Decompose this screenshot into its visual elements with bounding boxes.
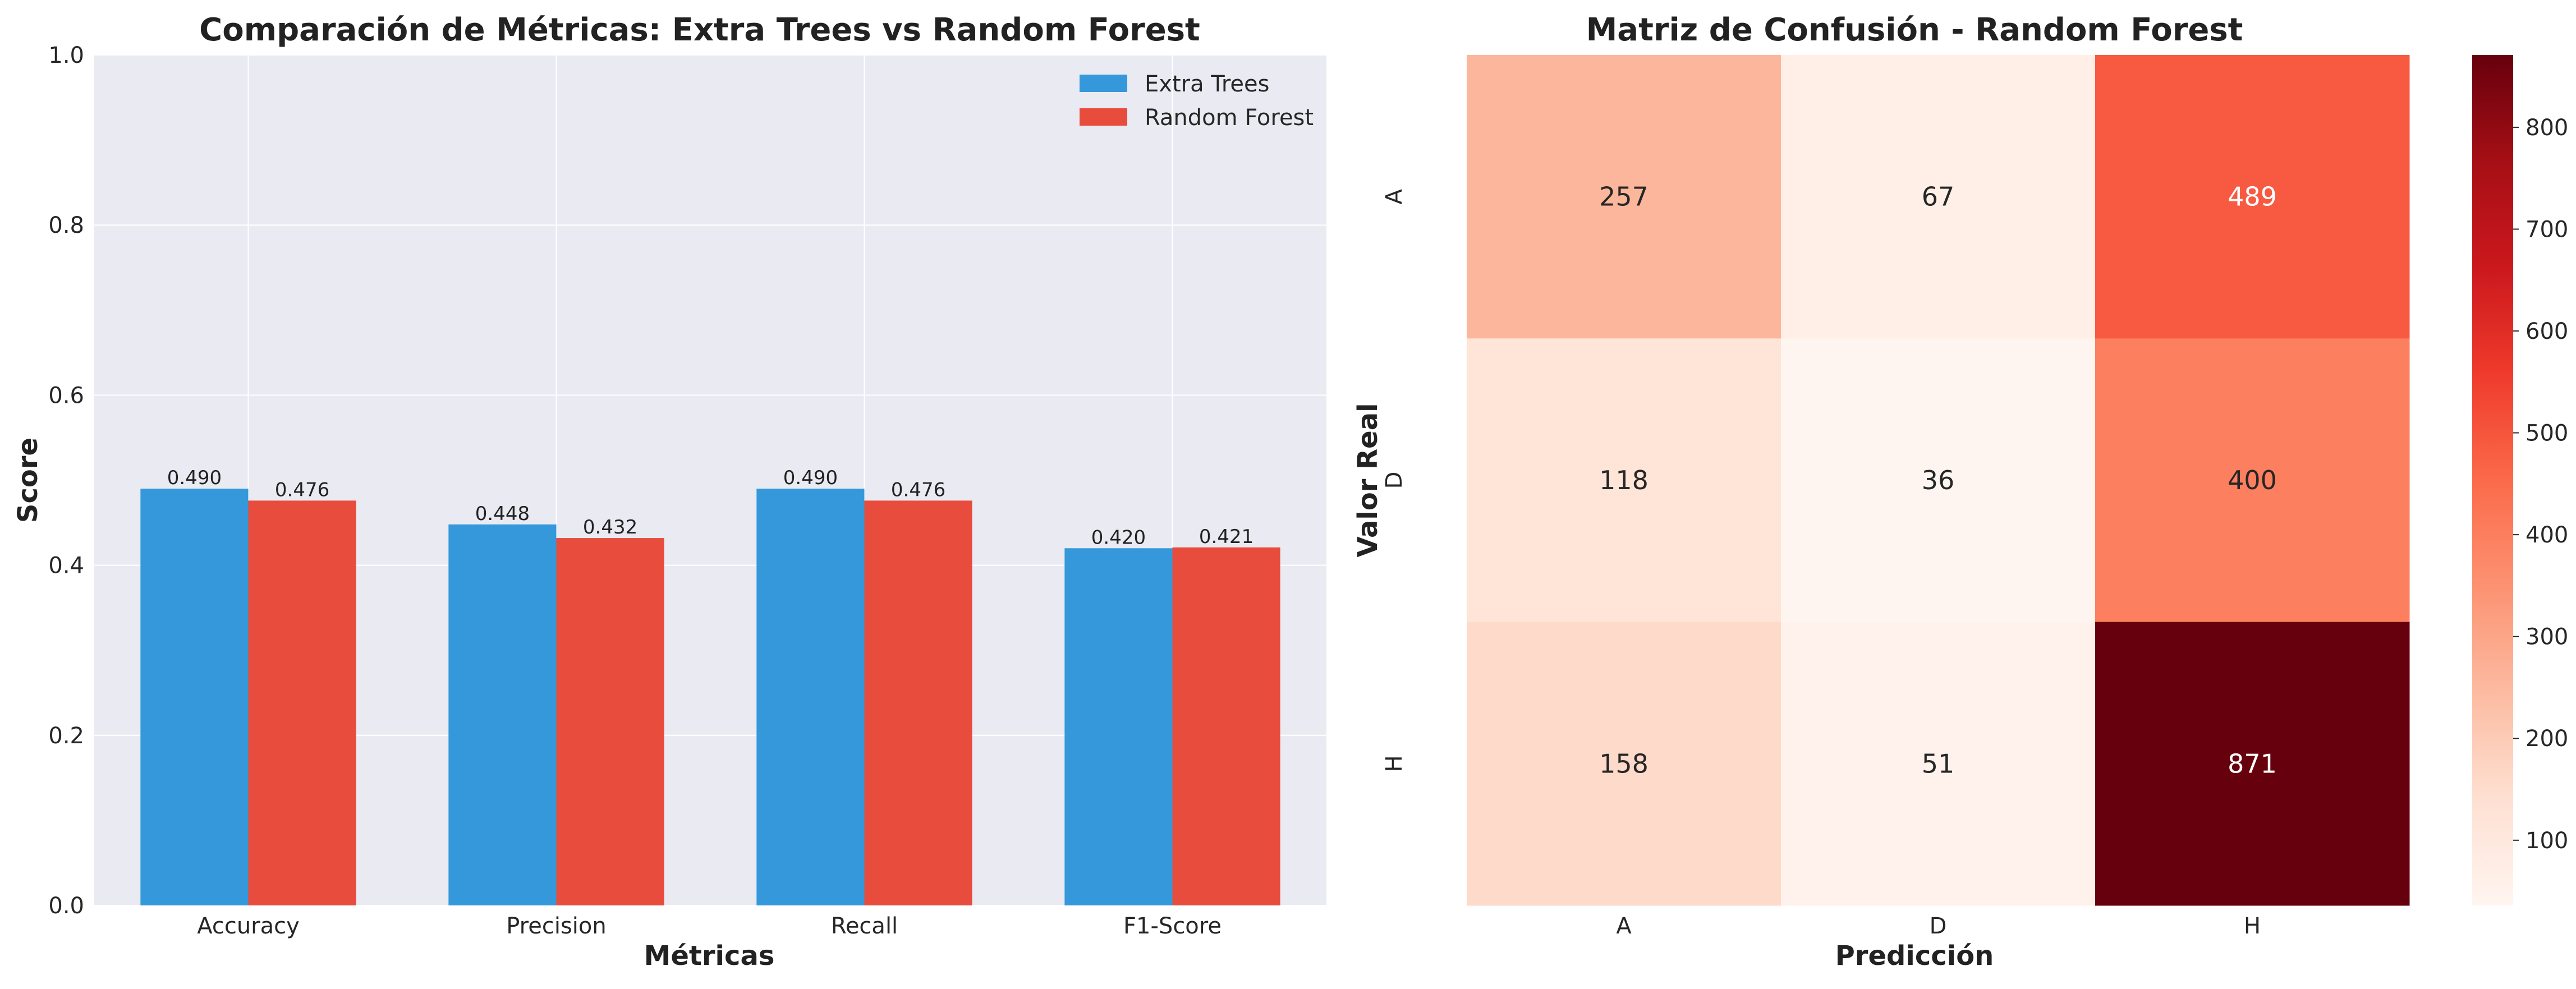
heatmap-cell-d-a bbox=[1467, 338, 1781, 623]
bar-value-label: 0.476 bbox=[891, 479, 945, 501]
y-tick-label: 0.6 bbox=[48, 383, 84, 408]
colorbar-tick-label: 200 bbox=[2526, 726, 2568, 752]
bar-random-forest-accuracy bbox=[248, 500, 356, 905]
bar-random-forest-precision bbox=[556, 538, 664, 905]
bar-value-label: 0.448 bbox=[475, 503, 530, 525]
heatmap-cell-h-a bbox=[1467, 622, 1781, 906]
colorbar-ticks: 100 200 300 400 500 600 700 800 bbox=[2513, 115, 2568, 854]
x-tick-label: Precision bbox=[506, 913, 606, 939]
heatmap-cell-value: 489 bbox=[2228, 182, 2277, 212]
bar-chart-title: Comparación de Métricas: Extra Trees vs … bbox=[199, 12, 1200, 48]
heatmap-cell-value: 118 bbox=[1599, 465, 1649, 495]
bar-data-labels: 0.490 0.448 0.490 0.420 0.476 0.432 0.476 0.421 bbox=[167, 467, 1253, 549]
bar-random-forest-recall bbox=[864, 500, 972, 905]
heatmap-cell-a-d bbox=[1781, 55, 2096, 339]
bar-extra-trees-precision bbox=[448, 524, 557, 905]
heatmap-cell-values: 257 67 489 118 36 400 158 51 871 bbox=[1599, 182, 2277, 779]
heatmap-cell-value: 51 bbox=[1922, 748, 1955, 779]
bar-extra-trees-f1-score bbox=[1064, 548, 1173, 905]
heatmap-y-tick-label: H bbox=[1381, 755, 1407, 772]
heatmap-y-tick-label: A bbox=[1381, 188, 1407, 204]
heatmap-title: Matriz de Confusión - Random Forest bbox=[1586, 12, 2243, 48]
bar-value-label: 0.420 bbox=[1091, 526, 1146, 549]
bar-value-label: 0.490 bbox=[167, 467, 222, 489]
bar-x-axis-label: Métricas bbox=[644, 940, 775, 972]
legend-swatch-extra-trees bbox=[1080, 75, 1127, 92]
bar-value-label: 0.490 bbox=[783, 467, 838, 489]
colorbar-tick-label: 500 bbox=[2526, 421, 2568, 447]
heatmap-y-ticks: A D H bbox=[1381, 188, 1407, 772]
colorbar-tick-label: 300 bbox=[2526, 624, 2568, 650]
y-tick-label: 0.4 bbox=[48, 553, 84, 579]
x-tick-label: Accuracy bbox=[197, 913, 300, 939]
colorbar-tick-label: 800 bbox=[2526, 115, 2568, 141]
confusion-matrix-heatmap: Matriz de Confusión - Random Forest 257 6… bbox=[1352, 12, 2568, 972]
legend-label-random-forest: Random Forest bbox=[1145, 105, 1314, 131]
heatmap-x-tick-label: A bbox=[1616, 913, 1632, 939]
heatmap-cell-a-h bbox=[2095, 55, 2410, 339]
heatmap-cells bbox=[1467, 55, 2410, 906]
legend-label-extra-trees: Extra Trees bbox=[1145, 71, 1269, 97]
heatmap-cell-value: 158 bbox=[1599, 748, 1649, 779]
colorbar-tick-label: 400 bbox=[2526, 522, 2568, 548]
bar-value-label: 0.476 bbox=[275, 479, 329, 501]
bar-legend: Extra Trees Random Forest bbox=[1080, 71, 1314, 131]
bar-value-label: 0.421 bbox=[1199, 526, 1253, 548]
bar-x-ticks: Accuracy Precision Recall F1-Score bbox=[197, 913, 1222, 939]
bar-value-label: 0.432 bbox=[583, 516, 637, 539]
heatmap-cell-value: 36 bbox=[1922, 465, 1955, 495]
y-tick-label: 0.8 bbox=[48, 213, 84, 238]
heatmap-cell-d-h bbox=[2095, 338, 2410, 623]
bar-y-axis-label: Score bbox=[12, 438, 44, 523]
bar-marks bbox=[140, 489, 1280, 905]
colorbar-tick-label: 700 bbox=[2526, 217, 2568, 242]
bar-chart: Comparación de Métricas: Extra Trees vs … bbox=[12, 12, 1326, 972]
bar-random-forest-f1-score bbox=[1172, 547, 1280, 905]
heatmap-cell-a-a bbox=[1467, 55, 1781, 339]
heatmap-cell-value: 400 bbox=[2228, 465, 2277, 495]
bar-extra-trees-accuracy bbox=[140, 489, 249, 905]
heatmap-cell-value: 67 bbox=[1922, 182, 1955, 212]
heatmap-y-tick-label: D bbox=[1381, 472, 1407, 489]
colorbar bbox=[2472, 55, 2513, 905]
y-tick-label: 0.2 bbox=[48, 723, 84, 749]
y-tick-label: 0.0 bbox=[48, 893, 84, 919]
legend-swatch-random-forest bbox=[1080, 108, 1127, 126]
y-tick-label: 1.0 bbox=[48, 43, 84, 68]
colorbar-tick-label: 100 bbox=[2526, 828, 2568, 854]
heatmap-y-axis-label: Valor Real bbox=[1352, 403, 1384, 557]
heatmap-cell-h-h bbox=[2095, 622, 2410, 906]
colorbar-tick-label: 600 bbox=[2526, 319, 2568, 344]
x-tick-label: Recall bbox=[831, 913, 898, 939]
bar-y-ticks: 0.0 0.2 0.4 0.6 0.8 1.0 bbox=[48, 43, 84, 919]
heatmap-x-tick-label: D bbox=[1930, 913, 1947, 939]
heatmap-x-tick-label: H bbox=[2244, 913, 2261, 939]
heatmap-cell-value: 257 bbox=[1599, 182, 1649, 212]
x-tick-label: F1-Score bbox=[1123, 913, 1222, 939]
bar-extra-trees-recall bbox=[756, 489, 865, 905]
heatmap-cell-value: 871 bbox=[2228, 748, 2277, 779]
heatmap-x-axis-label: Predicción bbox=[1835, 940, 1994, 972]
heatmap-cell-h-d bbox=[1781, 622, 2096, 906]
heatmap-cell-d-d bbox=[1781, 338, 2096, 623]
